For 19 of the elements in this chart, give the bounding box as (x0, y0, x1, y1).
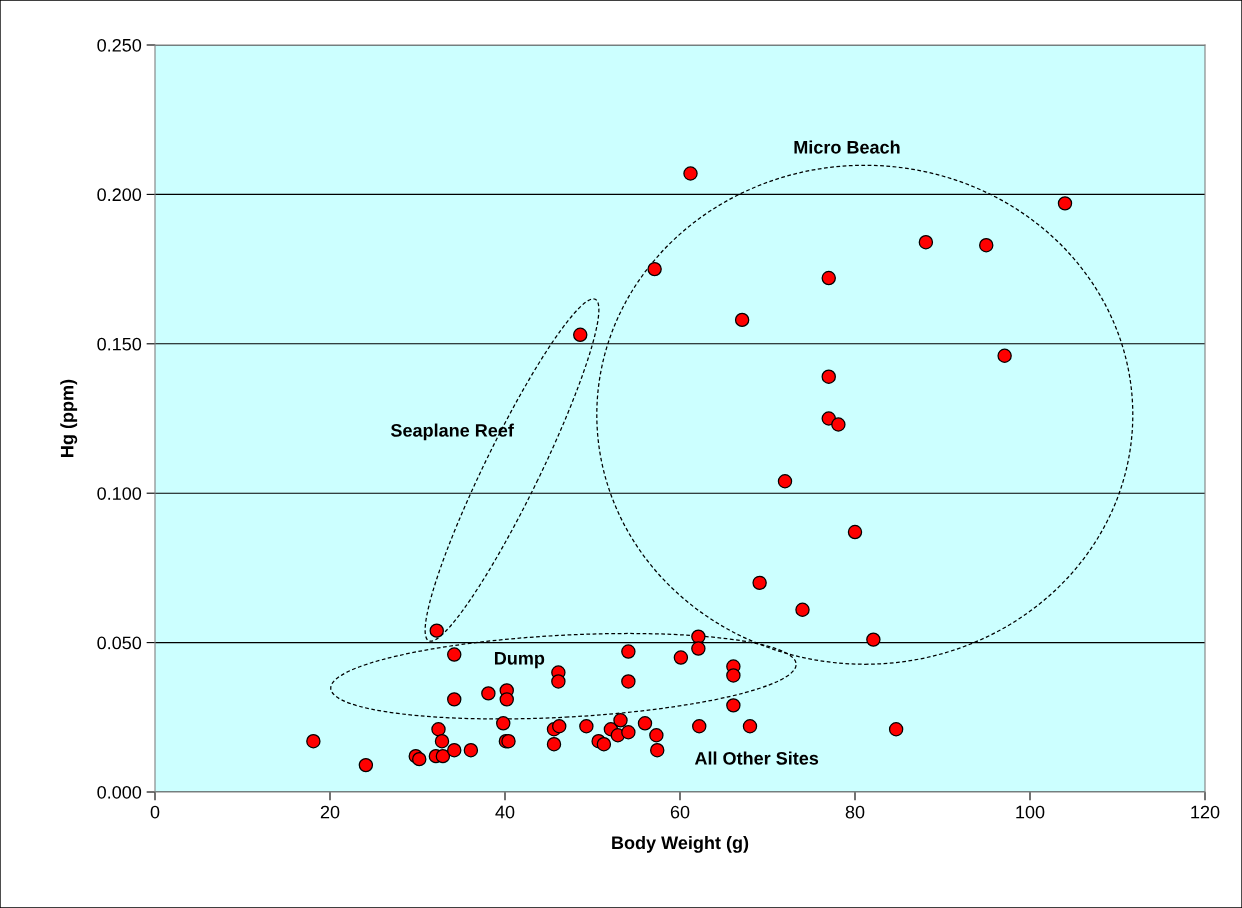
x-tick-label: 120 (1191, 805, 1220, 819)
x-tick-label: 0 (150, 805, 160, 819)
y-tick-label: 0.200 (97, 188, 142, 202)
y-tick-label: 0.050 (97, 636, 142, 650)
annotation: Dump (494, 652, 545, 669)
x-axis-title: Body Weight (g) (612, 835, 749, 853)
x-tick-label: 20 (320, 805, 340, 819)
annotation: Seaplane Reef (390, 423, 514, 441)
y-tick-label: 0.000 (97, 785, 142, 799)
y-tick-label: 0.100 (97, 487, 142, 500)
y-axis-title: Hg (ppm) (60, 379, 78, 457)
x-tick-label: 60 (670, 805, 690, 819)
annotation: All Other Sites (694, 751, 819, 765)
x-tick-label: 100 (1016, 805, 1045, 819)
y-tick-label: 0.250 (97, 38, 142, 52)
annotation: Micro Beach (794, 140, 900, 154)
x-tick-label: 80 (845, 805, 865, 819)
y-tick-label: 0.150 (97, 337, 142, 351)
x-tick-label: 40 (495, 805, 515, 819)
